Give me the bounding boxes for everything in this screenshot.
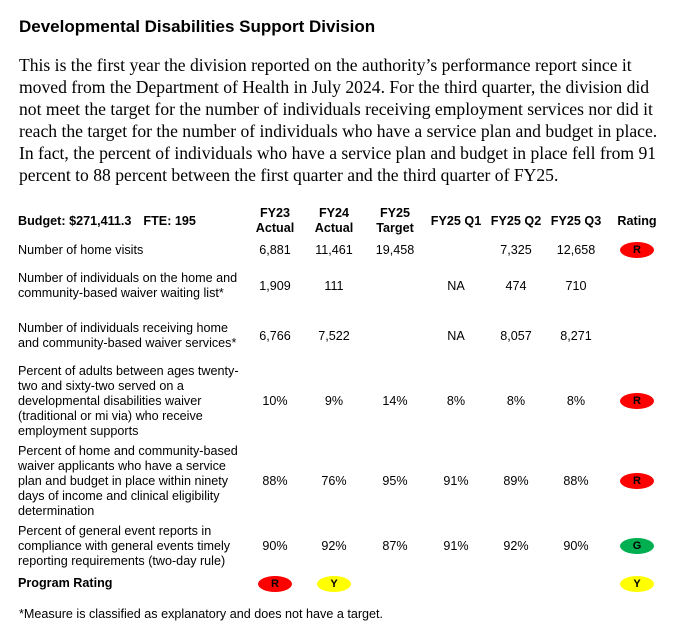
col-fy25-q2: FY25 Q2	[490, 213, 542, 228]
rating-badge-yellow: Y	[620, 575, 654, 592]
cell-target: 95%	[382, 474, 408, 488]
cell-q1: 8%	[446, 394, 466, 408]
program-rating-fy23: R	[246, 571, 304, 596]
measure-label: Number of home visits	[18, 242, 144, 257]
cell-fy23: 88%	[262, 474, 288, 488]
cell-fy23: 6,881	[259, 243, 291, 257]
cell-q3: 90%	[563, 539, 589, 553]
rating-badge-red: R	[620, 393, 654, 409]
cell-fy23: 10%	[262, 394, 288, 408]
footnote: *Measure is classified as explanatory an…	[19, 607, 384, 621]
measure-label: Percent of adults between ages twenty-tw…	[18, 363, 239, 438]
cell-fy24: 9%	[324, 394, 344, 408]
col-fy25-q3: FY25 Q3	[550, 213, 602, 228]
cell-q1: NA	[447, 279, 465, 293]
cell-q2: 8%	[506, 394, 526, 408]
cell-rating: G	[606, 521, 668, 571]
cell-q1: 91%	[443, 474, 469, 488]
cell-q1: NA	[447, 329, 465, 343]
cell-q2: 474	[505, 279, 527, 293]
cell-fy24: 111	[324, 279, 344, 293]
cell-fy24: 76%	[321, 474, 347, 488]
cell-q3: 710	[565, 279, 587, 293]
program-rating-label: Program Rating	[18, 576, 113, 590]
cell-fy24: 11,461	[315, 243, 353, 257]
cell-rating	[606, 261, 668, 311]
program-rating-current: Y	[606, 571, 668, 596]
cell-q1	[426, 239, 486, 261]
program-rating-fy24: Y	[304, 571, 364, 596]
col-rating: Rating	[617, 213, 657, 228]
cell-q2: 89%	[503, 474, 529, 488]
page-title: Developmental Disabilities Support Divis…	[19, 17, 376, 36]
rating-badge-red: R	[620, 242, 654, 258]
cell-fy23: 6,766	[259, 329, 291, 343]
cell-target: 87%	[382, 539, 408, 553]
cell-q3: 8%	[566, 394, 586, 408]
cell-fy24: 7,522	[318, 329, 350, 343]
cell-fy23: 90%	[262, 539, 288, 553]
cell-target	[364, 311, 426, 361]
cell-rating: R	[606, 239, 668, 261]
cell-q2: 8,057	[500, 329, 532, 343]
rating-badge-yellow: Y	[317, 575, 351, 592]
col-fy25-q1: FY25 Q1	[430, 213, 482, 228]
cell-rating: R	[606, 441, 668, 521]
program-rating-row: Program Rating R Y Y	[14, 571, 668, 596]
table-row: Percent of general event reports in comp…	[14, 521, 668, 571]
measure-label: Number of individuals on the home and co…	[18, 271, 238, 300]
cell-fy24: 92%	[321, 539, 347, 553]
rating-badge-red: R	[258, 575, 292, 592]
budget-fte-header: Budget: $271,411.3 FTE: 195	[14, 203, 246, 239]
cell-q2: 92%	[503, 539, 529, 553]
table-row: Number of individuals on the home and co…	[14, 261, 668, 311]
summary-paragraph: This is the first year the division repo…	[19, 55, 658, 185]
cell-q3: 88%	[563, 474, 589, 488]
rating-badge-green: G	[620, 538, 654, 554]
table-row: Number of individuals receiving home and…	[14, 311, 668, 361]
cell-target: 19,458	[375, 243, 415, 257]
cell-q3: 8,271	[560, 329, 592, 343]
col-fy25-target: FY25 Target	[376, 206, 414, 235]
table-row: Percent of adults between ages twenty-tw…	[14, 361, 668, 441]
cell-target: 14%	[382, 394, 408, 408]
budget-label: Budget: $271,411.3	[18, 213, 132, 228]
table-row: Percent of home and community-based waiv…	[14, 441, 668, 521]
cell-rating: R	[606, 361, 668, 441]
performance-table: Budget: $271,411.3 FTE: 195 FY23 Actual FY…	[14, 203, 668, 596]
rating-badge-red: R	[620, 473, 654, 489]
table-header-row: Budget: $271,411.3 FTE: 195 FY23 Actual FY…	[14, 203, 668, 239]
cell-q2: 7,325	[500, 243, 532, 257]
cell-rating	[606, 311, 668, 361]
measure-label: Percent of home and community-based waiv…	[18, 443, 238, 518]
cell-q1: 91%	[443, 539, 469, 553]
measure-label: Percent of general event reports in comp…	[18, 523, 231, 568]
measure-label: Number of individuals receiving home and…	[18, 321, 237, 350]
table-row: Number of home visits 6,881 11,461 19,458 7,…	[14, 239, 668, 261]
col-fy23-actual: FY23 Actual	[255, 206, 295, 235]
cell-q3: 12,658	[556, 243, 596, 257]
cell-target	[364, 261, 426, 311]
col-fy24-actual: FY24 Actual	[314, 206, 354, 235]
cell-fy23: 1,909	[259, 279, 291, 293]
fte-label: FTE: 195	[143, 213, 196, 228]
